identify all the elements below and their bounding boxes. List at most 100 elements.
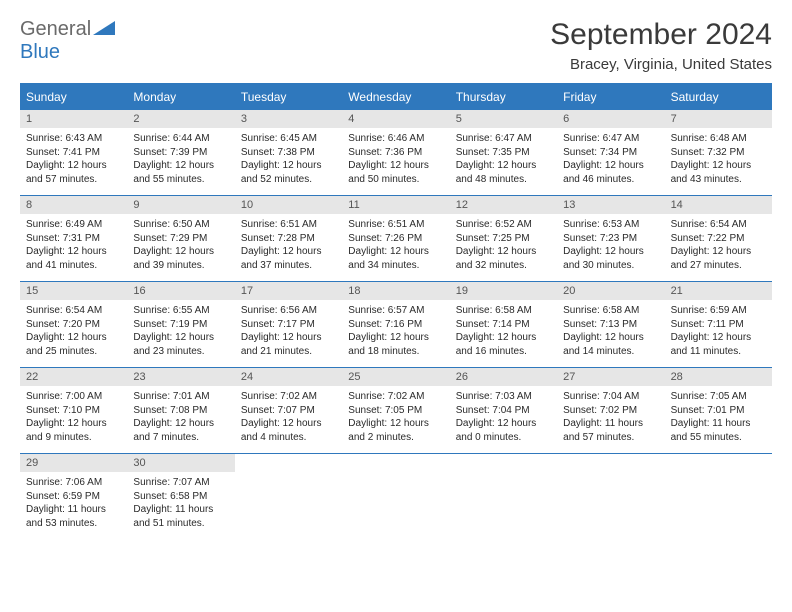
day-line: Sunrise: 6:51 AM [241,218,336,232]
day-cell: 7Sunrise: 6:48 AMSunset: 7:32 PMDaylight… [665,109,772,195]
day-cell: 16Sunrise: 6:55 AMSunset: 7:19 PMDayligh… [127,281,234,367]
day-line: and 52 minutes. [241,173,336,187]
day-line: Daylight: 12 hours [456,245,551,259]
day-line: Sunrise: 6:51 AM [348,218,443,232]
day-line: Sunrise: 7:04 AM [563,390,658,404]
day-number: 9 [127,196,234,214]
day-line: and 4 minutes. [241,431,336,445]
day-line: Sunset: 7:04 PM [456,404,551,418]
day-line: and 32 minutes. [456,259,551,273]
empty-cell [342,453,449,539]
day-line: Sunset: 7:38 PM [241,146,336,160]
day-line: and 43 minutes. [671,173,766,187]
day-cell: 27Sunrise: 7:04 AMSunset: 7:02 PMDayligh… [557,367,664,453]
day-line: Sunrise: 6:59 AM [671,304,766,318]
day-line: and 55 minutes. [133,173,228,187]
day-line: Sunrise: 7:05 AM [671,390,766,404]
day-line: and 23 minutes. [133,345,228,359]
day-cell: 21Sunrise: 6:59 AMSunset: 7:11 PMDayligh… [665,281,772,367]
title-block: September 2024 Bracey, Virginia, United … [550,18,772,73]
day-number: 17 [235,282,342,300]
day-line: Sunrise: 6:45 AM [241,132,336,146]
day-line: and 9 minutes. [26,431,121,445]
day-body: Sunrise: 6:51 AMSunset: 7:28 PMDaylight:… [235,214,342,276]
day-cell: 14Sunrise: 6:54 AMSunset: 7:22 PMDayligh… [665,195,772,281]
day-body: Sunrise: 6:49 AMSunset: 7:31 PMDaylight:… [20,214,127,276]
day-line: Sunset: 7:13 PM [563,318,658,332]
day-line: and 46 minutes. [563,173,658,187]
day-line: Sunrise: 7:01 AM [133,390,228,404]
day-body: Sunrise: 7:02 AMSunset: 7:07 PMDaylight:… [235,386,342,448]
day-cell: 5Sunrise: 6:47 AMSunset: 7:35 PMDaylight… [450,109,557,195]
day-line: and 0 minutes. [456,431,551,445]
day-number: 18 [342,282,449,300]
day-line: Daylight: 12 hours [348,159,443,173]
day-body: Sunrise: 7:00 AMSunset: 7:10 PMDaylight:… [20,386,127,448]
logo-triangle-icon [93,21,115,35]
day-body: Sunrise: 6:55 AMSunset: 7:19 PMDaylight:… [127,300,234,362]
day-line: Daylight: 12 hours [133,417,228,431]
day-line: and 37 minutes. [241,259,336,273]
day-line: and 11 minutes. [671,345,766,359]
day-line: and 51 minutes. [133,517,228,531]
day-number: 7 [665,110,772,128]
day-header: Thursday [450,85,557,109]
day-line: Daylight: 12 hours [241,245,336,259]
day-cell: 1Sunrise: 6:43 AMSunset: 7:41 PMDaylight… [20,109,127,195]
day-line: and 21 minutes. [241,345,336,359]
day-number: 25 [342,368,449,386]
day-line: Sunset: 7:29 PM [133,232,228,246]
day-number: 28 [665,368,772,386]
day-line: Daylight: 12 hours [563,159,658,173]
day-cell: 28Sunrise: 7:05 AMSunset: 7:01 PMDayligh… [665,367,772,453]
day-line: Sunset: 7:32 PM [671,146,766,160]
day-line: Sunset: 7:11 PM [671,318,766,332]
day-line: Daylight: 12 hours [456,417,551,431]
day-line: Sunset: 7:25 PM [456,232,551,246]
day-line: Sunrise: 7:02 AM [241,390,336,404]
day-line: Daylight: 11 hours [563,417,658,431]
day-body: Sunrise: 6:44 AMSunset: 7:39 PMDaylight:… [127,128,234,190]
calendar-grid: SundayMondayTuesdayWednesdayThursdayFrid… [20,83,772,539]
day-number: 5 [450,110,557,128]
day-header: Wednesday [342,85,449,109]
day-cell: 9Sunrise: 6:50 AMSunset: 7:29 PMDaylight… [127,195,234,281]
day-line: Sunrise: 6:58 AM [456,304,551,318]
day-line: Daylight: 11 hours [26,503,121,517]
day-number: 21 [665,282,772,300]
day-line: Daylight: 12 hours [348,245,443,259]
day-cell: 4Sunrise: 6:46 AMSunset: 7:36 PMDaylight… [342,109,449,195]
day-line: Daylight: 12 hours [133,159,228,173]
day-line: Daylight: 12 hours [348,417,443,431]
day-line: Sunset: 7:34 PM [563,146,658,160]
day-line: Sunrise: 6:52 AM [456,218,551,232]
empty-cell [557,453,664,539]
day-body: Sunrise: 6:45 AMSunset: 7:38 PMDaylight:… [235,128,342,190]
day-cell: 29Sunrise: 7:06 AMSunset: 6:59 PMDayligh… [20,453,127,539]
day-line: and 16 minutes. [456,345,551,359]
day-line: Sunset: 7:41 PM [26,146,121,160]
page-title: September 2024 [550,18,772,52]
day-line: Daylight: 12 hours [456,331,551,345]
day-header: Tuesday [235,85,342,109]
day-line: Daylight: 12 hours [26,417,121,431]
day-line: and 34 minutes. [348,259,443,273]
day-body: Sunrise: 6:47 AMSunset: 7:34 PMDaylight:… [557,128,664,190]
day-line: and 25 minutes. [26,345,121,359]
day-header: Monday [127,85,234,109]
day-line: and 57 minutes. [26,173,121,187]
day-body: Sunrise: 6:58 AMSunset: 7:13 PMDaylight:… [557,300,664,362]
day-body: Sunrise: 6:46 AMSunset: 7:36 PMDaylight:… [342,128,449,190]
day-line: Sunrise: 6:58 AM [563,304,658,318]
day-line: Sunset: 7:19 PM [133,318,228,332]
day-cell: 20Sunrise: 6:58 AMSunset: 7:13 PMDayligh… [557,281,664,367]
day-number: 2 [127,110,234,128]
day-number: 14 [665,196,772,214]
day-body: Sunrise: 6:54 AMSunset: 7:20 PMDaylight:… [20,300,127,362]
day-body: Sunrise: 6:58 AMSunset: 7:14 PMDaylight:… [450,300,557,362]
day-line: Sunset: 7:14 PM [456,318,551,332]
day-line: Sunrise: 7:02 AM [348,390,443,404]
day-line: Sunrise: 6:44 AM [133,132,228,146]
empty-cell [450,453,557,539]
day-cell: 6Sunrise: 6:47 AMSunset: 7:34 PMDaylight… [557,109,664,195]
